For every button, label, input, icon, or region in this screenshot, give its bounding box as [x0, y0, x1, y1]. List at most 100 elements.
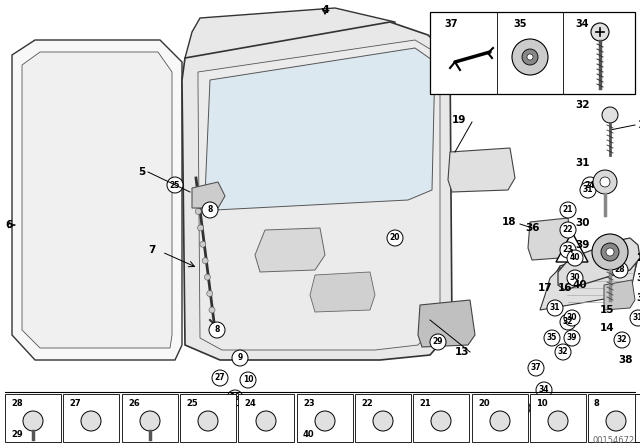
Text: 36: 36	[525, 223, 540, 233]
Text: 13: 13	[455, 347, 470, 357]
Text: 30: 30	[570, 273, 580, 283]
Text: 25: 25	[186, 399, 198, 408]
Text: 40: 40	[573, 280, 588, 290]
Circle shape	[204, 274, 211, 280]
Bar	[413, 394, 469, 442]
Circle shape	[522, 49, 538, 65]
Circle shape	[198, 225, 204, 231]
Text: 37: 37	[531, 363, 541, 372]
Circle shape	[202, 202, 218, 218]
Circle shape	[602, 107, 618, 123]
Circle shape	[560, 202, 576, 218]
Polygon shape	[22, 52, 172, 348]
Text: 3: 3	[636, 293, 640, 303]
Text: 40: 40	[570, 254, 580, 263]
Text: 40: 40	[303, 430, 315, 439]
Circle shape	[547, 300, 563, 316]
Circle shape	[614, 332, 630, 348]
Circle shape	[606, 248, 614, 256]
Text: 25: 25	[170, 181, 180, 190]
Bar	[530, 394, 586, 442]
Text: 31: 31	[575, 158, 589, 168]
Circle shape	[212, 370, 228, 386]
Text: 16: 16	[558, 283, 573, 293]
Circle shape	[23, 411, 43, 431]
Text: 27: 27	[69, 399, 81, 408]
Polygon shape	[528, 218, 572, 260]
Circle shape	[612, 262, 628, 278]
Circle shape	[564, 330, 580, 346]
Text: 4: 4	[321, 5, 329, 15]
Circle shape	[140, 411, 160, 431]
Circle shape	[567, 270, 583, 286]
Text: 39: 39	[575, 240, 589, 250]
Text: 28: 28	[614, 266, 625, 275]
Text: 34: 34	[575, 19, 589, 29]
Text: 30: 30	[567, 314, 577, 323]
Polygon shape	[198, 40, 440, 350]
Circle shape	[490, 411, 510, 431]
Polygon shape	[12, 40, 182, 360]
Circle shape	[202, 258, 208, 264]
Text: 24: 24	[244, 399, 256, 408]
Text: 32: 32	[557, 348, 568, 357]
Circle shape	[209, 322, 225, 338]
Circle shape	[560, 242, 576, 258]
Text: 21: 21	[419, 399, 431, 408]
Circle shape	[591, 23, 609, 41]
Circle shape	[198, 411, 218, 431]
Circle shape	[592, 234, 628, 270]
Text: 26: 26	[230, 393, 240, 402]
Text: 20: 20	[390, 233, 400, 242]
Circle shape	[167, 177, 183, 193]
Text: 22: 22	[563, 225, 573, 234]
Bar	[472, 394, 528, 442]
Text: 33: 33	[636, 273, 640, 283]
Polygon shape	[185, 8, 395, 68]
Text: 23: 23	[303, 399, 315, 408]
Polygon shape	[418, 300, 475, 347]
Polygon shape	[604, 280, 635, 310]
Text: 34: 34	[539, 385, 549, 395]
Text: 35: 35	[547, 333, 557, 343]
Text: 27: 27	[214, 374, 225, 383]
Text: 7: 7	[148, 245, 156, 255]
Text: 29: 29	[11, 430, 22, 439]
Text: 30: 30	[575, 218, 589, 228]
Text: 26: 26	[128, 399, 140, 408]
Circle shape	[431, 411, 451, 431]
Polygon shape	[550, 244, 638, 305]
Circle shape	[601, 243, 619, 261]
Text: !: !	[570, 250, 574, 258]
Text: 10: 10	[243, 375, 253, 384]
Circle shape	[512, 39, 548, 75]
Circle shape	[430, 334, 446, 350]
Circle shape	[240, 372, 256, 388]
Circle shape	[560, 314, 576, 330]
Polygon shape	[448, 148, 515, 192]
Text: 5: 5	[138, 167, 145, 177]
Circle shape	[527, 54, 533, 60]
Bar	[122, 394, 178, 442]
Circle shape	[567, 250, 583, 266]
Bar	[355, 394, 411, 442]
Text: 19: 19	[452, 115, 467, 125]
Text: 18: 18	[502, 217, 516, 227]
Text: 28: 28	[11, 399, 22, 408]
Text: 37: 37	[444, 19, 458, 29]
Text: 17: 17	[538, 283, 552, 293]
Bar	[238, 394, 294, 442]
Circle shape	[582, 177, 598, 193]
Circle shape	[195, 208, 202, 215]
Text: 38: 38	[618, 355, 632, 365]
Text: 21: 21	[563, 206, 573, 215]
Bar	[430, 12, 635, 94]
Circle shape	[209, 307, 215, 313]
Text: 31: 31	[516, 404, 527, 413]
Bar	[635, 394, 640, 442]
Circle shape	[193, 192, 199, 198]
Circle shape	[256, 411, 276, 431]
Text: 32: 32	[617, 336, 627, 345]
Circle shape	[600, 177, 610, 187]
Circle shape	[387, 230, 403, 246]
